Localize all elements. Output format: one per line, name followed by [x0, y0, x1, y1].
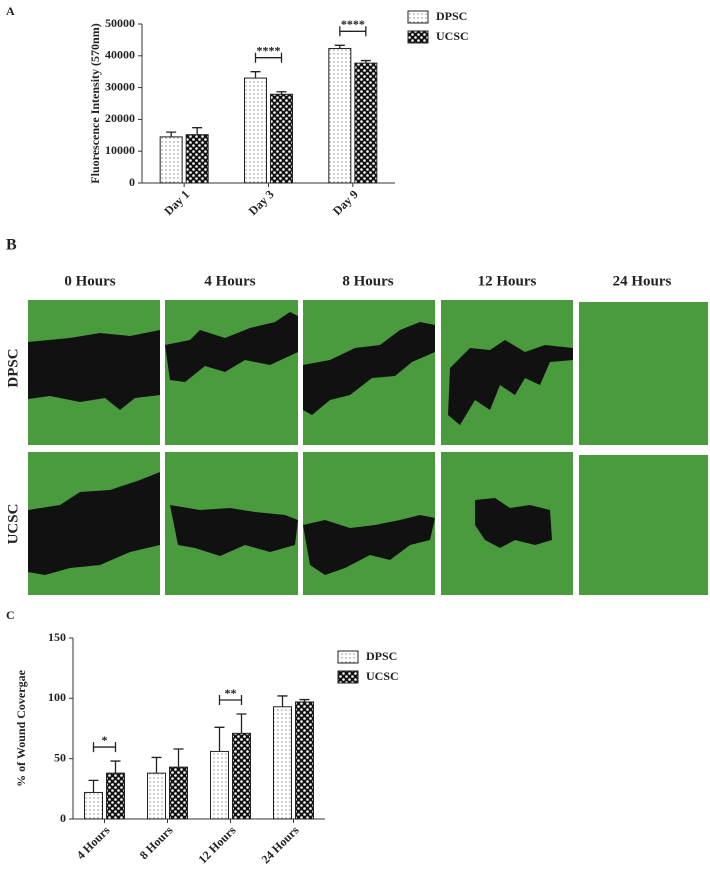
significance-bracket [92, 742, 117, 753]
legend-label: DPSC [436, 9, 467, 23]
bar [210, 750, 229, 820]
bar [354, 62, 378, 184]
significance-label: **** [341, 17, 365, 31]
y-tick-label: 0 [60, 811, 66, 825]
y-tick-label: 100 [48, 690, 66, 704]
error-bar [110, 760, 121, 774]
significance-label: **** [257, 43, 281, 57]
legend-swatch [407, 10, 429, 24]
legend-label: DPSC [366, 649, 397, 663]
column-header: 24 Hours [613, 273, 672, 289]
error-bar [360, 59, 371, 64]
error-bar [166, 131, 177, 137]
error-bar [192, 127, 203, 135]
significance-bracket [218, 695, 243, 706]
error-bar [334, 44, 345, 49]
error-bar [250, 71, 261, 79]
wound-area [165, 312, 298, 382]
panel-label: A [6, 4, 15, 18]
error-bar [236, 713, 247, 734]
x-tick-label: 8 Hours [137, 823, 176, 862]
error-bar [214, 726, 225, 752]
y-tick-label: 10000 [105, 143, 135, 157]
wound-area [303, 322, 435, 415]
micrograph [579, 302, 708, 445]
y-tick-label: 40000 [105, 48, 135, 62]
bar [270, 93, 293, 184]
legend-swatch [407, 30, 429, 44]
bar [169, 766, 188, 820]
bar [147, 772, 166, 820]
legend-swatch [337, 670, 359, 684]
bar [159, 136, 183, 184]
y-tick-label: 150 [48, 630, 66, 644]
bar [106, 772, 125, 820]
bar [185, 134, 209, 184]
x-tick-label: 4 Hours [74, 823, 113, 862]
row-header: UCSC [5, 504, 21, 545]
wound-area [448, 340, 573, 425]
bar [295, 701, 314, 820]
legend-swatch [337, 650, 359, 664]
error-bar [276, 91, 287, 95]
wound-area [28, 330, 160, 410]
error-bar [277, 695, 288, 707]
significance-bracket [339, 26, 367, 37]
error-bar [151, 756, 162, 774]
x-tick-label: Day 1 [161, 187, 192, 218]
x-tick-label: Day 3 [246, 187, 277, 218]
x-tick-label: Day 9 [330, 187, 361, 218]
micrograph [579, 455, 708, 595]
bar [244, 77, 267, 184]
error-bar [299, 698, 310, 702]
y-tick-label: 50000 [105, 16, 135, 30]
legend-label: UCSC [436, 29, 469, 43]
panel-label: B [6, 237, 17, 254]
bar [273, 706, 292, 820]
y-tick-label: 0 [129, 175, 135, 189]
significance-bracket [254, 52, 283, 63]
wound-area [170, 505, 298, 556]
y-axis-title: Fluorescence Intensity (570nm) [88, 23, 102, 183]
error-bar [173, 748, 184, 768]
wound-area [475, 498, 552, 548]
bar [328, 47, 352, 184]
y-axis-title: % of Wound Covergae [14, 669, 28, 786]
wound-area [303, 515, 435, 575]
error-bar [88, 779, 99, 793]
wound-area [28, 472, 160, 575]
column-header: 8 Hours [342, 273, 393, 289]
panel-label: C [6, 608, 15, 622]
row-header: DPSC [5, 348, 21, 387]
bar [84, 791, 103, 820]
y-tick-label: 50 [54, 750, 66, 764]
legend-label: UCSC [366, 669, 399, 683]
bar [232, 732, 251, 820]
significance-label: ** [225, 686, 237, 700]
column-header: 4 Hours [204, 273, 255, 289]
x-tick-label: 12 Hours [195, 823, 238, 866]
column-header: 0 Hours [64, 273, 115, 289]
column-header: 12 Hours [478, 273, 537, 289]
image-grid: 0 Hours 4 Hours 8 Hours 12 Hours 24 Hour… [5, 273, 708, 595]
x-tick-label: 24 Hours [258, 823, 301, 866]
significance-label: * [102, 733, 108, 747]
y-tick-label: 20000 [105, 111, 135, 125]
y-tick-label: 30000 [105, 79, 135, 93]
